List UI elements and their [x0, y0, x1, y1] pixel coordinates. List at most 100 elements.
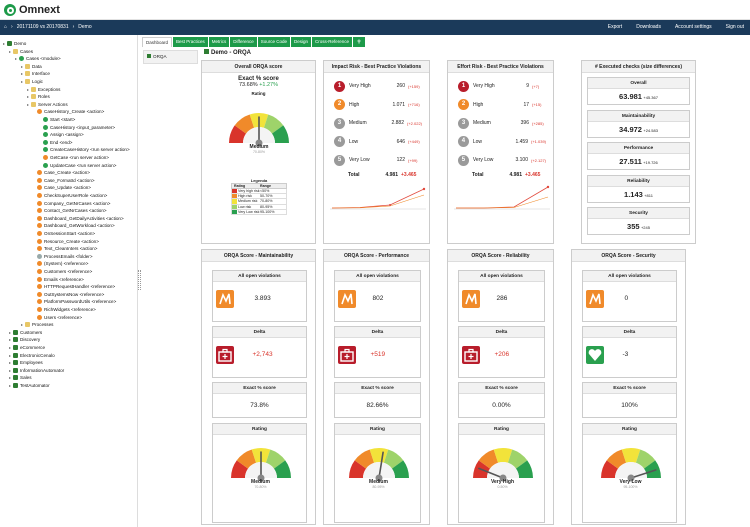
tree-item[interactable]: CaseHistory <input_parameter> [39, 124, 115, 131]
tab-difference[interactable]: Difference [230, 37, 257, 47]
tree-item[interactable]: ▸ TestAutomator [9, 382, 50, 389]
tree-item[interactable]: ▸ Employees [9, 359, 43, 366]
expand-arrow-icon[interactable]: ▸ [27, 94, 30, 100]
delta-card[interactable]: Delta -3 [582, 326, 677, 378]
breadcrumb-application[interactable]: Demo [78, 24, 92, 30]
downloads-link[interactable]: Downloads [636, 24, 661, 30]
tree-item[interactable]: Company_GetNrCases <action> [33, 200, 110, 207]
tree-item[interactable]: ▸ Exceptions [27, 86, 60, 93]
risk-row[interactable]: 2 High 1.071 (+716) [334, 98, 422, 112]
tree-item[interactable]: CreateCaseHistory <run server action> [39, 146, 130, 153]
tab-dashboard[interactable]: Dashboard [142, 37, 173, 47]
tab-cross-reference[interactable]: Cross-Reference [312, 37, 353, 47]
tree-item[interactable]: OnSessionStart <action> [33, 230, 95, 237]
tab-metrics[interactable]: Metrics [208, 37, 230, 47]
expand-arrow-icon[interactable]: ▸ [21, 71, 24, 77]
expand-arrow-icon[interactable]: ▸ [9, 360, 12, 366]
tree-item[interactable]: Emails <reference> [33, 276, 84, 283]
sidebar-resize-handle[interactable] [138, 270, 141, 290]
risk-row[interactable]: 1 Very High 9 (+7) [458, 79, 546, 93]
app-logo[interactable]: Omnext [4, 4, 60, 16]
expand-arrow-icon[interactable]: ▸ [9, 367, 12, 373]
tree-item[interactable]: Start <start> [39, 116, 75, 123]
expand-arrow-icon[interactable]: ▸ [27, 86, 30, 92]
tree-item[interactable]: PlatformPasswordUtils <reference> [33, 298, 116, 305]
rating-card[interactable]: Rating Medium 80-95% [334, 423, 421, 523]
tree-item[interactable]: Case_Create <action> [33, 169, 90, 176]
tree-item[interactable]: Users <reference> [33, 314, 82, 321]
tree-item[interactable]: ▸ Cases <module> [15, 55, 61, 62]
breadcrumb-snapshot[interactable]: 20171109 vs 20170831 [16, 24, 69, 30]
tree-item[interactable]: CheckSuperUserRole <action> [33, 192, 107, 199]
tree-item[interactable]: RichWidgets <reference> [33, 306, 96, 313]
rating-card[interactable]: Rating Very Low 95-100% [582, 423, 677, 523]
exact-score-card[interactable]: Exact % score 0.00% [458, 382, 545, 418]
risk-row[interactable]: 2 High 17 (+15) [458, 98, 546, 112]
exact-score-card[interactable]: Exact % score 100% [582, 382, 677, 418]
delta-card[interactable]: Delta +519 [334, 326, 421, 378]
expand-arrow-icon[interactable]: ▸ [9, 383, 12, 388]
delta-card[interactable]: Delta +2,743 [212, 326, 307, 378]
tree-item[interactable]: ▸ Demo [3, 40, 26, 47]
tree-item[interactable]: Text_CleanInters <action> [33, 245, 97, 252]
exact-score-card[interactable]: Exact % score 73.8% [212, 382, 307, 418]
expand-arrow-icon[interactable]: ▸ [9, 375, 12, 381]
risk-row[interactable]: 1 Very High 260 (+159) [334, 79, 422, 93]
tree-item[interactable]: HTTPRequestHandler <reference> [33, 283, 115, 290]
tab-design[interactable]: Design [291, 37, 312, 47]
tree-item[interactable]: ▸ Processes [21, 321, 53, 328]
tree-item[interactable]: Case_Update <action> [33, 184, 91, 191]
expand-arrow-icon[interactable]: ▸ [3, 41, 6, 46]
tab-best-practices[interactable]: Best Practices [173, 37, 208, 47]
tree-item[interactable]: (System) <reference> [33, 260, 88, 267]
open-violations-card[interactable]: All open violations 0 [582, 270, 677, 322]
tree-item[interactable]: ▸ Logic [21, 78, 43, 85]
risk-row[interactable]: 5 Very Low 122 (+99) [334, 153, 422, 167]
expand-arrow-icon[interactable]: ▸ [9, 48, 12, 54]
sign-out-link[interactable]: Sign out [725, 24, 744, 30]
account-settings-link[interactable]: Account settings [674, 24, 712, 30]
expand-arrow-icon[interactable]: ▸ [21, 79, 24, 84]
tree-item[interactable]: Contact_GetNrCases <action> [33, 207, 107, 214]
tree-item[interactable]: ▸ ElectronicCenalo [9, 352, 55, 359]
exact-score-card[interactable]: Exact % score 82.66% [334, 382, 421, 418]
risk-row[interactable]: 3 Medium 2.882 (+2.022) [334, 116, 422, 130]
tree-item[interactable]: Assign <assign> [39, 131, 84, 138]
risk-row[interactable]: 4 Low 646 (+449) [334, 135, 422, 149]
expand-arrow-icon[interactable]: ▸ [9, 329, 12, 335]
export-link[interactable]: Export [607, 24, 623, 30]
tree-item[interactable]: ▸ Interface [21, 70, 50, 77]
expand-arrow-icon[interactable]: ▸ [9, 352, 12, 358]
expand-arrow-icon[interactable]: ▸ [27, 101, 30, 107]
tree-item[interactable]: OutSystemsNow <reference> [33, 291, 104, 298]
risk-row[interactable]: 4 Low 1.459 (+1.039) [458, 135, 546, 149]
tree-item[interactable]: CaseHistory_Create <action> [33, 108, 104, 115]
expand-arrow-icon[interactable]: ▸ [21, 322, 24, 328]
rating-card[interactable]: Rating Very High 0-50% [458, 423, 545, 523]
open-violations-card[interactable]: All open violations 286 [458, 270, 545, 322]
tree-item[interactable]: GetCase <run server action> [39, 154, 109, 161]
expand-arrow-icon[interactable]: ▸ [21, 63, 24, 69]
risk-row[interactable]: 5 Very Low 3.100 (+2.127) [458, 153, 546, 167]
tab-source-code[interactable]: Source Code [257, 37, 290, 47]
tree-item[interactable]: Dashboard_GetWorkload <action> [33, 222, 115, 229]
expand-arrow-icon[interactable]: ▸ [15, 56, 18, 62]
delta-card[interactable]: Delta +206 [458, 326, 545, 378]
tree-item[interactable]: Case_FormatId <action> [33, 177, 95, 184]
open-violations-card[interactable]: All open violations 3.893 [212, 270, 307, 322]
tree-item[interactable]: ▸ InformationAutomator [9, 367, 64, 374]
tree-item[interactable]: ▸ Roles [27, 93, 50, 100]
risk-row[interactable]: 3 Medium 396 (+285) [458, 116, 546, 130]
tree-item[interactable]: UpdateCase <run server action> [39, 162, 116, 169]
tree-item[interactable]: End <end> [39, 139, 72, 146]
tree-item[interactable]: Dashboard_GetDailyActivities <action> [33, 215, 124, 222]
expand-arrow-icon[interactable]: ▸ [9, 337, 12, 343]
expand-arrow-icon[interactable]: ▸ [9, 345, 12, 350]
tree-item[interactable]: ▸ Cases [9, 48, 33, 55]
dashboard-nav-orqa[interactable]: ORQA [143, 50, 198, 64]
tree-item[interactable]: ▸ Sales [9, 374, 32, 381]
tree-item[interactable]: ▸ Discovery [9, 336, 40, 343]
tree-item[interactable]: ProcessEmails <folder> [33, 253, 93, 260]
tree-item[interactable]: Customers <reference> [33, 268, 92, 275]
home-icon[interactable]: ⌂ [4, 24, 8, 30]
